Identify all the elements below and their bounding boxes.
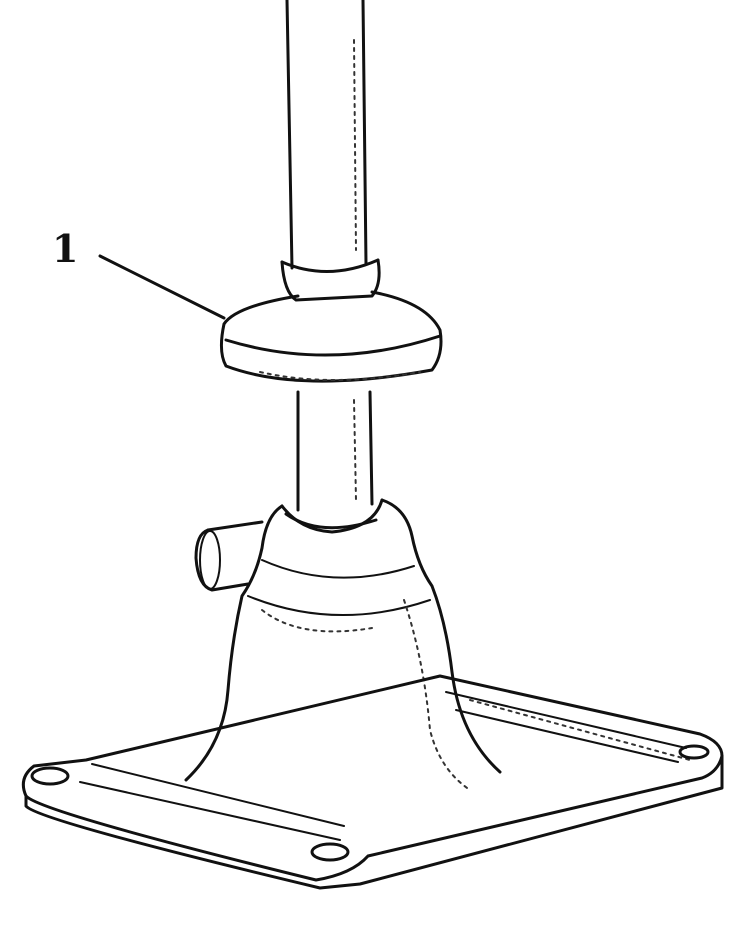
bolt-hole-front bbox=[310, 842, 350, 862]
bolt-hole-right bbox=[678, 744, 710, 760]
side-knob bbox=[194, 520, 264, 592]
bolt-hole-left bbox=[30, 766, 70, 786]
disc bbox=[219, 290, 443, 383]
bell-housing bbox=[184, 498, 502, 791]
lower-rod bbox=[296, 390, 374, 512]
collar bbox=[280, 258, 381, 302]
base-plate bbox=[21, 674, 724, 890]
callout-1-label: 1 bbox=[52, 226, 79, 271]
callout-1-leader bbox=[98, 254, 226, 320]
upper-rod bbox=[285, 0, 368, 270]
